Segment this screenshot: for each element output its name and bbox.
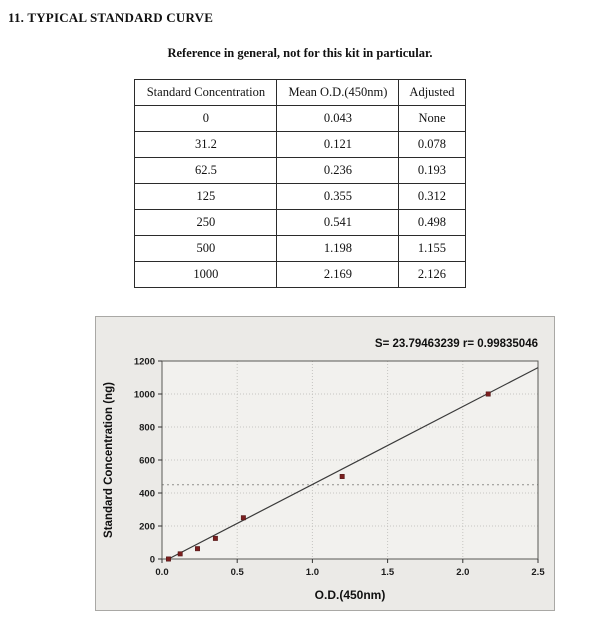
table-cell: 125 xyxy=(134,183,278,210)
standard-curve-table: Standard Concentration Mean O.D.(450nm) … xyxy=(134,79,466,288)
table-header-row: Standard Concentration Mean O.D.(450nm) … xyxy=(134,79,466,106)
x-tick-label: 2.5 xyxy=(531,567,545,578)
table-cell: 1.155 xyxy=(398,235,466,262)
chart-svg: 0.0 0.5 1.0 1.5 2.0 2.5 0 200 400 600 800 1000 1200 S… xyxy=(103,338,545,602)
data-point xyxy=(195,546,200,552)
table-row: 0 0.043 None xyxy=(134,105,466,132)
col-header-adjusted: Adjusted xyxy=(398,79,466,106)
x-tick-label: 0.0 xyxy=(155,567,168,578)
table-cell: 2.126 xyxy=(398,261,466,288)
plot-area xyxy=(162,361,538,559)
data-point xyxy=(212,535,218,541)
x-tick-label: 2.0 xyxy=(456,567,469,578)
y-tick-label: 200 xyxy=(139,522,155,533)
table-cell: 0.043 xyxy=(276,105,400,132)
y-tick-label: 800 xyxy=(139,423,155,434)
table-cell: 0.236 xyxy=(276,157,400,184)
table-cell: 0.078 xyxy=(398,131,466,158)
subtitle: Reference in general, not for this kit i… xyxy=(167,46,433,60)
data-point xyxy=(240,515,246,521)
table-row: 1000 2.169 2.126 xyxy=(134,261,466,288)
table-cell: 0.541 xyxy=(276,209,400,236)
y-tick-label: 600 xyxy=(139,456,155,467)
section-title: 11. TYPICAL STANDARD CURVE xyxy=(8,10,214,25)
table-row: 500 1.198 1.155 xyxy=(134,235,466,262)
table-row: 250 0.541 0.498 xyxy=(134,209,466,236)
x-tick-label: 0.5 xyxy=(231,567,245,578)
standard-curve-chart: 0.0 0.5 1.0 1.5 2.0 2.5 0 200 400 600 800 1000 1200 S… xyxy=(95,316,555,611)
col-header-standard-concentration: Standard Concentration xyxy=(134,79,278,106)
table-cell: 2.169 xyxy=(276,261,400,288)
table-cell: 500 xyxy=(134,235,278,262)
table-cell: 0.355 xyxy=(276,183,400,210)
table-row: 31.2 0.121 0.078 xyxy=(134,131,466,158)
col-header-mean-od: Mean O.D.(450nm) xyxy=(276,79,400,106)
table-cell: 1.198 xyxy=(276,235,400,262)
table-cell: None xyxy=(398,105,466,132)
y-tick-label: 400 xyxy=(139,489,155,500)
fit-stats-annotation: S= 23.79463239 r= 0.99835046 xyxy=(375,338,538,350)
data-point xyxy=(166,556,171,562)
table-cell: 0.498 xyxy=(398,209,466,236)
x-axis-label: O.D.(450nm) xyxy=(315,588,386,602)
x-tick-label: 1.0 xyxy=(306,567,319,578)
data-point xyxy=(339,474,345,479)
table-row: 125 0.355 0.312 xyxy=(134,183,466,210)
data-point xyxy=(485,391,491,397)
table-cell: 31.2 xyxy=(134,131,278,158)
table-cell: 0.193 xyxy=(398,157,466,184)
y-axis-label: Standard Concentration (ng) xyxy=(103,382,115,538)
table-cell: 0 xyxy=(134,105,278,132)
y-tick-label: 1200 xyxy=(134,357,155,368)
x-tick-label: 1.5 xyxy=(381,567,395,578)
y-tick-label: 1000 xyxy=(134,390,155,401)
table-cell: 62.5 xyxy=(134,157,278,184)
table-body: 0 0.043 None 31.2 0.121 0.078 62.5 0.236 0.193 12… xyxy=(134,105,466,288)
y-tick-label: 0 xyxy=(150,555,155,566)
table-cell: 0.121 xyxy=(276,131,400,158)
table-cell: 250 xyxy=(134,209,278,236)
regression-line xyxy=(168,367,539,560)
table-row: 62.5 0.236 0.193 xyxy=(134,157,466,184)
table-cell: 0.312 xyxy=(398,183,466,210)
data-point xyxy=(177,551,183,557)
table-cell: 1000 xyxy=(134,261,278,288)
